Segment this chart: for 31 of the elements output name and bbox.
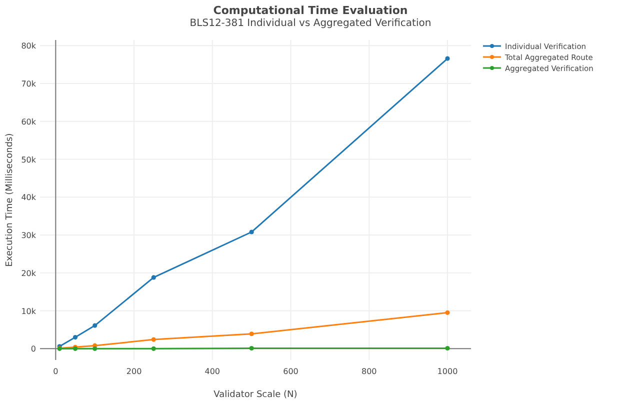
y-tick-label: 40k	[21, 193, 36, 202]
point	[151, 337, 156, 342]
y-tick-label: 60k	[21, 117, 36, 126]
point	[445, 310, 450, 315]
chart-title: Computational Time Evaluation	[213, 4, 408, 17]
x-tick-label: 800	[361, 367, 377, 376]
point	[92, 323, 98, 328]
y-tick-label: 50k	[21, 155, 36, 164]
point	[249, 230, 254, 234]
point	[249, 346, 254, 351]
x-tick-label: 400	[204, 367, 220, 376]
x-tick-label: 600	[283, 367, 298, 376]
x-tick-label: 0	[53, 367, 58, 376]
point	[249, 332, 254, 336]
x-tick-label: 1000	[437, 367, 458, 376]
x-axis-title: Validator Scale (N)	[214, 390, 298, 400]
point	[92, 346, 98, 351]
y-tick-label: 0	[30, 344, 36, 354]
point	[72, 334, 78, 340]
point	[445, 346, 450, 351]
chart-subtitle: BLS12-381 Individual vs Aggregated Verification	[190, 18, 432, 29]
y-tick-label: 10k	[21, 306, 36, 316]
y-tick-label: 20k	[21, 268, 36, 278]
y-tick-label: 30k	[21, 231, 36, 240]
y-tick-label: 70k	[21, 80, 36, 89]
x-tick-label: 200	[126, 367, 142, 376]
y-axis-title: Execution Time (Milliseconds)	[5, 133, 15, 267]
point	[445, 56, 450, 61]
point	[151, 346, 156, 351]
point	[151, 275, 156, 280]
y-tick-label: 80k	[21, 42, 36, 51]
